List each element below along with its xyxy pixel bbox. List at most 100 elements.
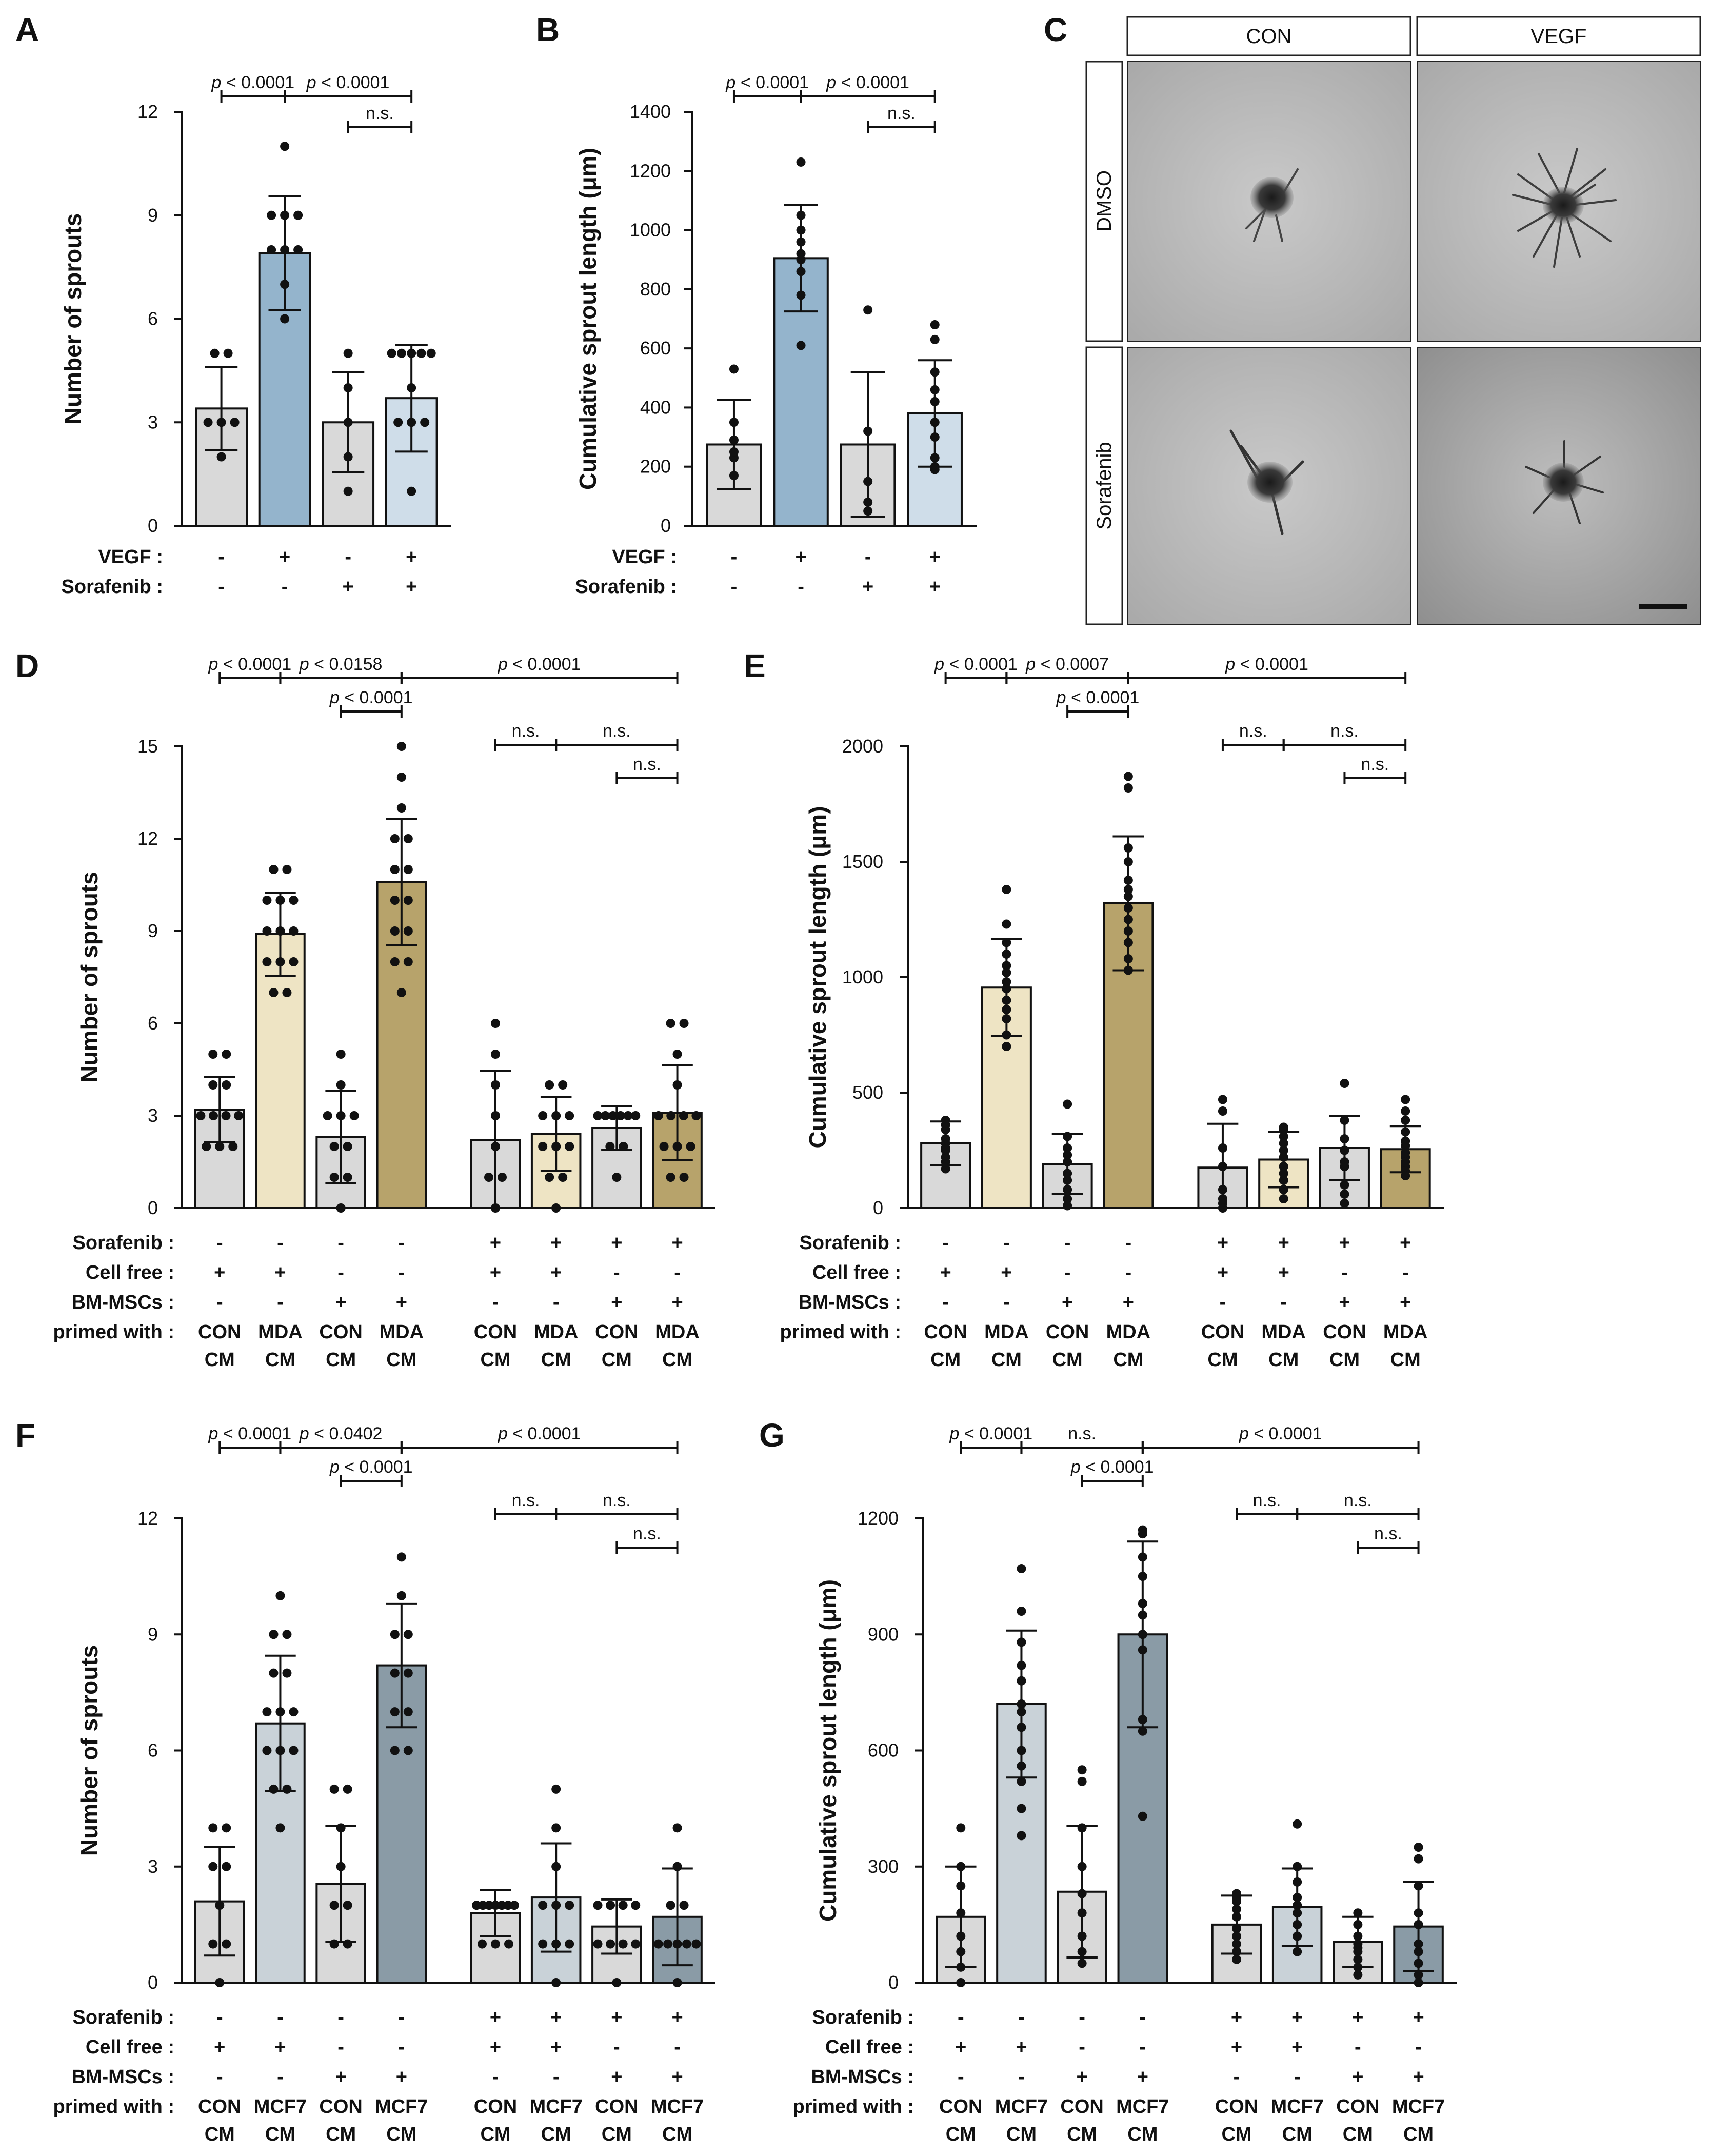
data-point: [390, 865, 400, 874]
data-point: [672, 1939, 682, 1949]
data-point: [538, 1111, 548, 1120]
data-point: [666, 1111, 676, 1120]
condition-label: -: [337, 2007, 344, 2028]
condition-label: MDA: [655, 1321, 700, 1343]
data-point: [396, 1552, 406, 1562]
data-point: [1138, 1811, 1147, 1821]
condition-label: -: [731, 546, 738, 568]
data-point: [1414, 1970, 1423, 1980]
data-point: [293, 210, 303, 220]
condition-label: -: [1139, 2036, 1146, 2058]
data-point: [215, 1978, 225, 1987]
data-point: [1123, 915, 1133, 924]
p-value: < 0.0001: [316, 73, 390, 92]
data-point: [956, 1823, 966, 1833]
data-point: [686, 1142, 695, 1151]
data-point: [796, 225, 806, 235]
condition-label: +: [396, 2066, 407, 2088]
condition-label: -: [216, 2007, 223, 2028]
data-point: [1401, 1106, 1410, 1116]
y-tick-label: 1000: [842, 966, 883, 987]
data-point: [1232, 1904, 1241, 1914]
data-point: [930, 432, 940, 442]
data-point: [208, 1080, 218, 1090]
panel-letter-f: F: [15, 1417, 35, 1454]
data-point: [202, 1142, 211, 1151]
condition-label: +: [1278, 1262, 1289, 1283]
bracket-label: p < 0.0001: [329, 1457, 413, 1477]
y-tick-label: 12: [137, 828, 158, 849]
data-point: [390, 834, 400, 843]
bracket-label: n.s.: [1374, 1524, 1402, 1544]
condition-label: CON: [924, 1321, 967, 1343]
condition-label: -: [553, 2066, 560, 2088]
data-point: [606, 1939, 615, 1949]
condition-label: +: [1231, 2036, 1242, 2058]
data-point: [631, 1901, 641, 1910]
condition-label: +: [611, 1232, 622, 1254]
condition-label: CM: [1113, 1349, 1143, 1371]
condition-label: -: [277, 1232, 284, 1254]
data-point: [565, 1111, 574, 1120]
condition-label: CON: [595, 1321, 638, 1343]
data-point: [275, 1707, 285, 1717]
condition-label: -: [218, 576, 225, 598]
data-point: [863, 305, 873, 315]
y-tick-label: 0: [148, 1972, 158, 1993]
data-point: [930, 418, 940, 427]
y-tick-label: 500: [852, 1082, 883, 1103]
data-point: [1218, 1106, 1227, 1116]
data-point: [538, 1939, 548, 1949]
condition-row-label: VEGF :: [612, 546, 677, 568]
condition-label: CM: [1207, 1349, 1238, 1371]
data-point: [663, 1939, 673, 1949]
data-point: [729, 364, 739, 374]
row-label-dmso: DMSO: [1093, 170, 1116, 232]
data-point: [1293, 1819, 1302, 1829]
scale-bar: [1639, 604, 1687, 609]
data-point: [1123, 857, 1133, 866]
data-point: [1123, 876, 1133, 885]
y-tick-label: 9: [148, 920, 158, 941]
data-point: [262, 1746, 272, 1755]
data-point: [1293, 1893, 1302, 1903]
data-point: [1002, 1005, 1011, 1014]
data-point: [1138, 1630, 1147, 1639]
significance-bracket: n.s.: [494, 721, 558, 751]
p-symbol: p: [1056, 688, 1066, 707]
data-point: [1077, 1947, 1087, 1956]
data-point: [1138, 1529, 1147, 1539]
condition-label: MDA: [1383, 1321, 1428, 1343]
condition-label: CON: [595, 2096, 638, 2118]
data-point: [216, 452, 226, 462]
data-point: [1293, 1931, 1302, 1941]
data-point: [1123, 954, 1133, 963]
significance-bracket: p < 0.0001: [329, 688, 413, 718]
bracket-label: p < 0.0001: [1070, 1457, 1154, 1477]
data-point: [941, 1164, 950, 1174]
y-tick-label: 9: [148, 1624, 158, 1645]
condition-label: +: [214, 2036, 225, 2058]
data-point: [679, 1019, 689, 1028]
bracket-label: p < 0.0007: [1025, 655, 1109, 674]
row-label-sorafenib: Sorafenib: [1093, 442, 1116, 529]
condition-label: +: [862, 576, 873, 598]
condition-label: CM: [1221, 2124, 1251, 2145]
data-point: [593, 1901, 603, 1910]
condition-label: -: [613, 1262, 620, 1283]
data-point: [666, 1019, 675, 1028]
condition-label: -: [216, 2066, 223, 2088]
data-point: [1017, 1746, 1026, 1755]
panel-letter-c: C: [1044, 11, 1067, 48]
condition-label: -: [1003, 1232, 1010, 1254]
data-point: [223, 348, 233, 358]
condition-label: MDA: [380, 1321, 424, 1343]
y-axis-title: Number of sprouts: [76, 1645, 103, 1856]
data-point: [1414, 1843, 1423, 1852]
bracket-label: p < 0.0001: [1225, 655, 1308, 674]
condition-label: MCF7: [995, 2096, 1048, 2118]
condition-label: +: [550, 1232, 562, 1254]
bracket-label: p < 0.0001: [934, 655, 1018, 674]
data-point: [1218, 1185, 1227, 1194]
